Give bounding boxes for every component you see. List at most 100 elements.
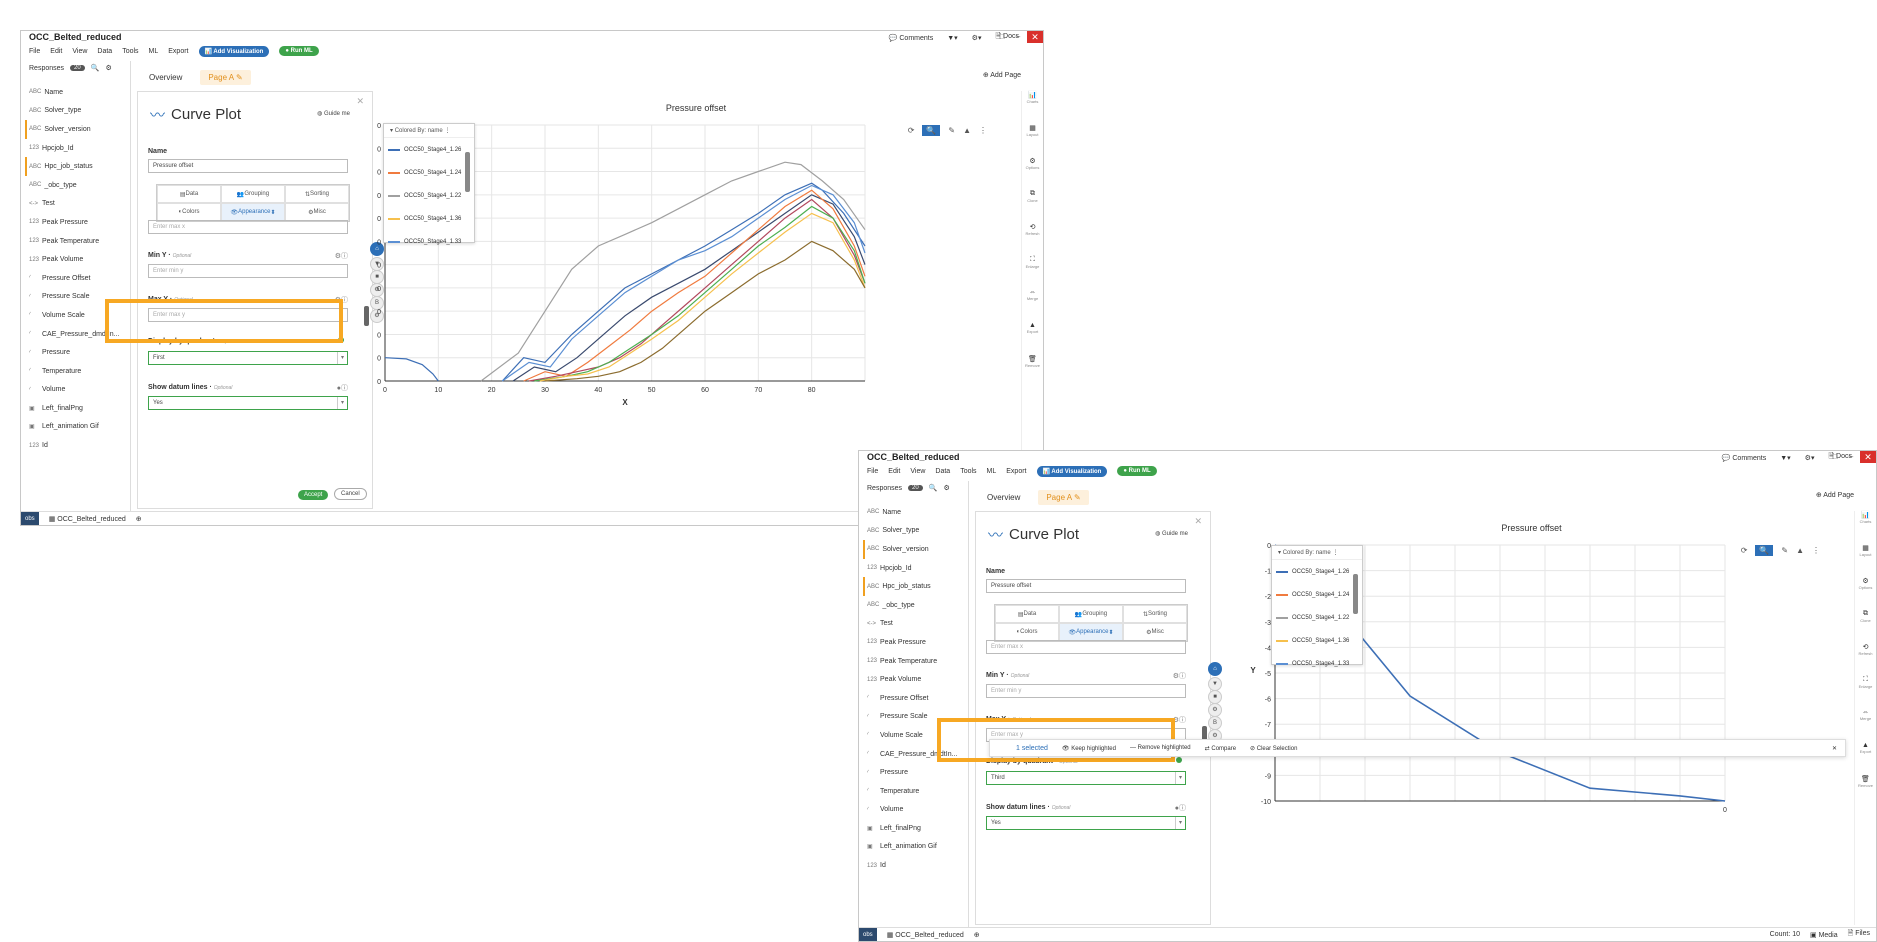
comments-button[interactable]: 💬 Comments: [888, 34, 934, 42]
close-icon[interactable]: ✕: [356, 96, 364, 106]
add-visualization-button[interactable]: 📊 Add Visualization: [1036, 465, 1108, 477]
rightbar-refresh-button[interactable]: ⟲ Refresh: [1855, 643, 1876, 676]
docs-button[interactable]: 🗎 Docs: [995, 33, 1019, 40]
more-icon[interactable]: ⋮: [979, 126, 987, 135]
legend-item[interactable]: OCC50_Stage4_1.26: [1272, 560, 1362, 583]
menu-tools[interactable]: Tools: [960, 467, 977, 475]
legend-item[interactable]: OCC50_Stage4_1.24: [1272, 583, 1362, 606]
response-item[interactable]: ∕ Pressure: [867, 763, 966, 782]
menu-view[interactable]: View: [72, 47, 88, 55]
min-y-input[interactable]: Enter min y: [986, 684, 1186, 698]
remove-highlighted-button[interactable]: — Remove highlighted: [1129, 745, 1191, 751]
response-item[interactable]: <-> Test: [29, 195, 128, 214]
max-y-input[interactable]: Enter max y: [148, 308, 348, 322]
rightbar-options-button[interactable]: ⚙ Options: [1022, 157, 1043, 190]
gear-icon[interactable]: ⚙: [105, 65, 112, 72]
subtab-colors[interactable]: ◐ Colors: [995, 623, 1059, 641]
menu-export[interactable]: Export: [168, 47, 189, 55]
subtab-data[interactable]: ▤ Data: [157, 185, 221, 203]
chevron-down-icon[interactable]: ▾: [1175, 817, 1185, 829]
zoom-icon[interactable]: 🔍: [1755, 545, 1774, 556]
response-item[interactable]: ABC Name: [29, 83, 128, 102]
tab-page-a[interactable]: Page A ✎: [200, 69, 251, 85]
response-item[interactable]: 123 Id: [867, 856, 966, 875]
add-page-button[interactable]: ⊕ Add Page: [1815, 492, 1854, 499]
rightbar-options-button[interactable]: ⚙ Options: [1855, 577, 1876, 610]
response-item[interactable]: 123 Peak Volume: [29, 250, 128, 269]
datum-select[interactable]: Yes ▾: [986, 816, 1186, 830]
refresh-icon[interactable]: ⟳: [907, 126, 915, 135]
max-y-help-icons[interactable]: ⚙ⓘ: [1172, 717, 1186, 724]
subtab-misc[interactable]: ⚙ Misc: [285, 203, 349, 221]
settings-button[interactable]: ⚙▾: [971, 34, 982, 42]
comments-button[interactable]: 💬 Comments: [1721, 454, 1767, 462]
menu-file[interactable]: File: [29, 47, 41, 55]
chevron-down-icon[interactable]: ▾: [337, 397, 347, 409]
panel-scrollbar[interactable]: [364, 306, 369, 326]
export-icon[interactable]: ▲: [963, 126, 971, 135]
add-tab-icon[interactable]: ⊕: [135, 515, 142, 523]
tab-overview[interactable]: Overview: [149, 72, 183, 82]
rightbar-remove-button[interactable]: 🗑 Remove: [1855, 775, 1876, 808]
add-tab-icon[interactable]: ⊕: [973, 931, 980, 939]
response-item[interactable]: ABC Solver_version: [863, 540, 966, 559]
response-item[interactable]: 123 Peak Pressure: [867, 633, 966, 652]
rightbar-charts-button[interactable]: 📊 Charts: [1855, 511, 1876, 544]
close-button[interactable]: ✕: [1027, 31, 1043, 43]
run-ml-button[interactable]: ● Run ML: [279, 46, 319, 56]
response-item[interactable]: ∕ Pressure Scale: [867, 708, 966, 727]
min-y-input[interactable]: Enter min y: [148, 264, 348, 278]
legend-item[interactable]: OCC50_Stage4_1.36: [1272, 629, 1362, 652]
response-item[interactable]: ∕ Pressure Offset: [29, 269, 128, 288]
datum-select[interactable]: Yes ▾: [148, 396, 348, 410]
chevron-down-icon[interactable]: ▾: [1175, 772, 1185, 784]
menu-data[interactable]: Data: [97, 47, 113, 55]
response-item[interactable]: <-> Test: [867, 615, 966, 634]
filter-icon[interactable]: ▼: [1208, 677, 1222, 691]
response-item[interactable]: ABC Name: [867, 503, 966, 522]
search-icon[interactable]: 🔍: [928, 485, 938, 492]
min-y-help-icons[interactable]: ⚙ⓘ: [334, 253, 348, 260]
maximize-button[interactable]: □: [1832, 452, 1838, 461]
menu-ml[interactable]: ML: [986, 467, 997, 475]
response-item[interactable]: ∕ Pressure: [29, 343, 128, 362]
more-icon[interactable]: ⋮: [1812, 546, 1820, 555]
subtab-data[interactable]: ▤ Data: [995, 605, 1059, 623]
legend-item[interactable]: OCC50_Stage4_1.36: [384, 207, 474, 230]
response-item[interactable]: 123 Peak Temperature: [867, 652, 966, 671]
min-y-help-icons[interactable]: ⚙ⓘ: [1172, 673, 1186, 680]
response-item[interactable]: 123 Peak Pressure: [29, 213, 128, 232]
quadrant-select[interactable]: Third ▾: [986, 771, 1186, 785]
response-item[interactable]: 123 Hpcjob_Id: [867, 559, 966, 578]
run-ml-button[interactable]: ● Run ML: [1117, 466, 1157, 476]
rightbar-clone-button[interactable]: ⧉ Clone: [1022, 190, 1043, 223]
response-item[interactable]: ABC Hpc_job_status: [25, 157, 128, 176]
rightbar-layout-button[interactable]: ▦ Layout: [1022, 124, 1043, 157]
legend-item[interactable]: OCC50_Stage4_1.33: [1272, 652, 1362, 675]
response-item[interactable]: ∕ Volume: [867, 801, 966, 820]
pencil-icon[interactable]: ✎: [1781, 546, 1789, 555]
subtab-appearance[interactable]: 👁 Appearance ⬍: [1059, 623, 1123, 641]
options-icon[interactable]: ⚙: [370, 309, 384, 323]
response-item[interactable]: ∕ Temperature: [867, 782, 966, 801]
rightbar-remove-button[interactable]: 🗑 Remove: [1022, 355, 1043, 388]
tab-overview[interactable]: Overview: [987, 492, 1021, 502]
rightbar-export-button[interactable]: ▲ Export: [1022, 322, 1043, 355]
zoom-icon[interactable]: 🔍: [922, 125, 941, 136]
response-item[interactable]: ▣ Left_animation Gif: [29, 418, 128, 437]
close-icon[interactable]: ✕: [1831, 745, 1837, 752]
response-item[interactable]: 123 Peak Temperature: [29, 232, 128, 251]
response-item[interactable]: 123 Id: [29, 436, 128, 455]
close-icon[interactable]: ✕: [1194, 516, 1202, 526]
keep-highlighted-button[interactable]: 👁 Keep highlighted: [1061, 745, 1116, 752]
refresh-icon[interactable]: ⟳: [1740, 546, 1748, 555]
rightbar-layout-button[interactable]: ▦ Layout: [1855, 544, 1876, 577]
response-item[interactable]: ABC _obc_type: [29, 176, 128, 195]
response-item[interactable]: ▣ Left_finalPng: [867, 819, 966, 838]
menu-ml[interactable]: ML: [148, 47, 159, 55]
response-item[interactable]: ∕ CAE_Pressure_dmdtIn...: [867, 745, 966, 764]
max-x-input[interactable]: Enter max x: [986, 640, 1186, 654]
project-tab[interactable]: ▦ OCC_Belted_reduced: [886, 931, 964, 939]
quadrant-select[interactable]: First ▾: [148, 351, 348, 365]
subtab-appearance[interactable]: 👁 Appearance ⬍: [221, 203, 285, 221]
